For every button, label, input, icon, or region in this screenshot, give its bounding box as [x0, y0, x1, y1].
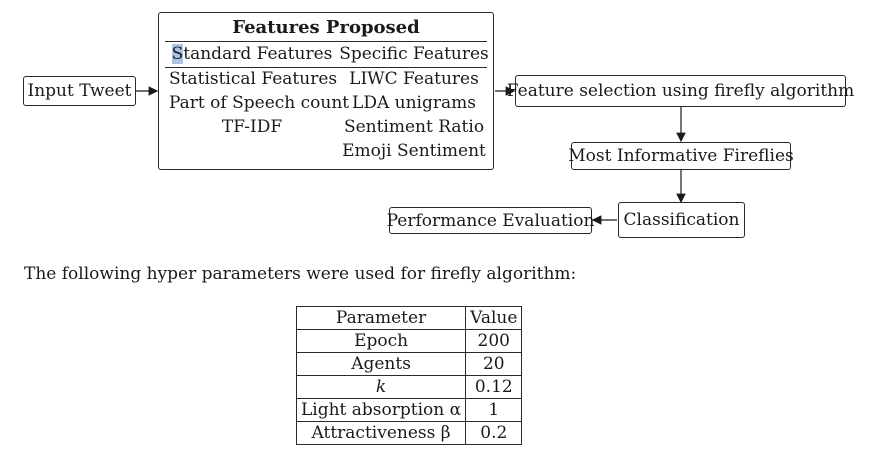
- param-name: Light absorption α: [295, 398, 467, 422]
- param-value: 0.12: [465, 375, 523, 399]
- table-header-value: Value: [465, 306, 523, 330]
- table-header-row: Parameter Value: [295, 306, 523, 330]
- hyperparameter-table: Parameter Value Epoch 200 Agents 20 k 0.…: [295, 306, 523, 445]
- standard-header: Standard Features: [169, 42, 335, 66]
- specific-feature-item: Sentiment Ratio: [343, 117, 485, 137]
- input-tweet-label: Input Tweet: [27, 81, 132, 101]
- standard-header-label: tandard Features: [183, 44, 333, 64]
- param-value: 20: [465, 352, 523, 376]
- classification-label: Classification: [623, 210, 740, 230]
- standard-feature-item: Statistical Features: [169, 69, 338, 89]
- specific-feature-item: Emoji Sentiment: [342, 141, 486, 161]
- param-value: 1: [465, 398, 523, 422]
- param-name: Epoch: [295, 329, 467, 353]
- specific-feature-item: LIWC Features: [349, 69, 479, 89]
- flow-arrows: [136, 86, 686, 225]
- features-title: Features Proposed: [232, 17, 420, 38]
- informative-fireflies-label: Most Informative Fireflies: [568, 146, 794, 166]
- param-name: Attractiveness β: [295, 421, 467, 445]
- standard-feature-item: TF-IDF: [221, 117, 283, 137]
- table-row: Light absorption α 1: [295, 398, 523, 422]
- param-value: 200: [465, 329, 523, 353]
- feature-selection-label: Feature selection using firefly algorith…: [506, 81, 855, 101]
- standard-features-list: Statistical Features Part of Speech coun…: [169, 67, 350, 139]
- specific-feature-item: LDA unigrams: [352, 93, 476, 113]
- param-name: k: [295, 375, 467, 399]
- features-proposed-box: Features Proposed Standard Features Spec…: [158, 12, 494, 170]
- features-title-rule: [165, 41, 487, 42]
- feature-selection-box: Feature selection using firefly algorith…: [507, 75, 854, 107]
- param-value: 0.2: [465, 421, 523, 445]
- specific-header: Specific Features: [339, 42, 489, 66]
- table-row: Attractiveness β 0.2: [295, 421, 523, 445]
- performance-evaluation-label: Performance Evaluation: [386, 210, 595, 231]
- table-row: Epoch 200: [295, 329, 523, 353]
- informative-fireflies-box: Most Informative Fireflies: [568, 142, 794, 170]
- cursor-highlight: S: [171, 44, 184, 64]
- table-row: k 0.12: [295, 375, 523, 399]
- input-tweet-box: Input Tweet: [23, 76, 136, 106]
- param-name: Agents: [295, 352, 467, 376]
- classification-box: Classification: [618, 202, 745, 238]
- features-header-rule: [165, 67, 487, 68]
- specific-features-list: LIWC Features LDA unigrams Sentiment Rat…: [339, 67, 489, 163]
- table-header-parameter: Parameter: [295, 306, 467, 330]
- table-row: Agents 20: [295, 352, 523, 376]
- performance-evaluation-box: Performance Evaluation: [386, 207, 595, 234]
- intro-text: The following hyper parameters were used…: [24, 264, 577, 284]
- standard-feature-item: Part of Speech count: [169, 93, 350, 113]
- specific-header-label: Specific Features: [339, 44, 489, 64]
